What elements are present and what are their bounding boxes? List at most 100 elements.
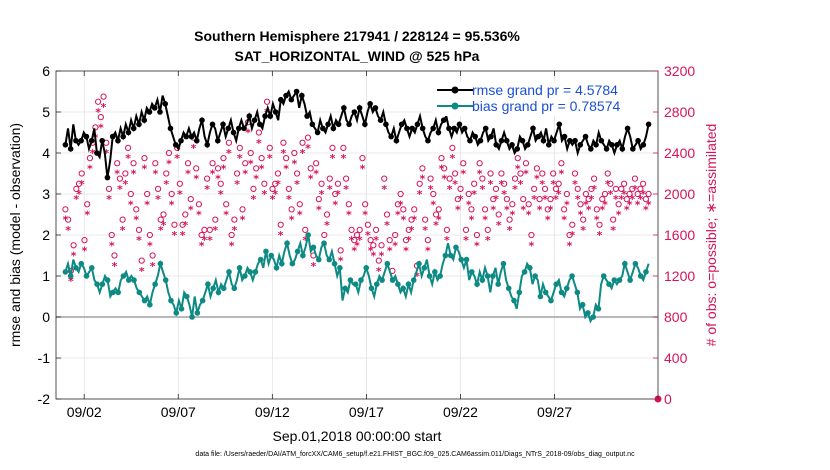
obs-assimilated-marker: * — [518, 178, 524, 191]
obs-assimilated-marker: * — [567, 239, 573, 252]
obs-assimilated-marker: * — [221, 162, 227, 175]
rmse-marker — [136, 121, 142, 128]
obs-assimilated-marker: * — [452, 178, 458, 191]
obs-assimilated-marker: * — [188, 203, 194, 216]
obs-possible-marker — [329, 144, 336, 151]
rmse-marker — [435, 129, 442, 136]
obs-assimilated-marker: * — [627, 198, 633, 211]
obs-possible-marker — [209, 160, 216, 167]
bias-series — [62, 232, 650, 324]
bias-marker — [585, 310, 591, 316]
bias-marker — [574, 289, 581, 296]
obs-assimilated-marker: * — [548, 203, 554, 216]
bias-marker — [442, 252, 449, 259]
obs-possible-marker — [220, 155, 227, 162]
obs-assimilated-marker: * — [327, 183, 333, 196]
rmse-marker — [577, 142, 584, 148]
rmse-marker — [545, 142, 552, 148]
rmse-marker — [598, 137, 605, 144]
obs-assimilated-marker: * — [357, 234, 363, 247]
y-right-tick-label: 2000 — [664, 186, 695, 202]
obs-assimilated-marker: * — [564, 198, 570, 211]
rmse-marker — [304, 113, 310, 119]
rmse-marker — [193, 137, 200, 144]
obs-possible-marker — [204, 175, 211, 182]
y-left-tick-label: -1 — [38, 350, 51, 366]
y-left-tick-label: 5 — [42, 104, 50, 120]
obs-possible-marker — [313, 160, 320, 167]
bias-marker — [268, 252, 275, 259]
rmse-marker — [551, 137, 557, 144]
bias-marker — [553, 281, 560, 288]
obs-assimilated-marker: * — [231, 224, 237, 237]
x-tick-label: 09/02 — [67, 404, 102, 420]
obs-possible-marker — [452, 170, 459, 177]
rmse-marker — [235, 125, 242, 132]
obs-possible-marker — [198, 231, 205, 239]
obs-possible-marker — [179, 221, 186, 228]
obs-assimilated-marker: * — [561, 214, 567, 227]
bias-marker — [83, 273, 90, 279]
bias-marker — [210, 285, 216, 292]
obs-possible-marker — [171, 221, 178, 228]
obs-assimilated-marker: * — [106, 193, 112, 206]
obs-possible-marker — [574, 185, 581, 192]
bias-marker — [389, 277, 396, 283]
obs-assimilated-marker: * — [591, 183, 597, 196]
obs-assimilated-marker: * — [463, 234, 469, 247]
rmse-marker — [351, 109, 358, 115]
bias-marker — [352, 281, 359, 288]
obs-assimilated-marker: * — [485, 234, 491, 247]
obs-possible-marker — [525, 201, 532, 208]
bias-marker — [310, 244, 317, 251]
obs-assimilated-marker: * — [531, 193, 537, 206]
obs-assimilated-marker: * — [180, 229, 186, 242]
obs-possible-marker — [511, 175, 519, 182]
obs-assimilated-marker: * — [351, 244, 357, 257]
obs-assimilated-marker: * — [545, 214, 551, 227]
obs-assimilated-marker: * — [501, 188, 507, 201]
obs-assimilated-marker: * — [302, 234, 308, 247]
bias-marker — [400, 285, 406, 292]
obs-possible-marker — [124, 144, 132, 151]
obs-assimilated-marker: * — [242, 168, 248, 181]
obs-assimilated-marker: * — [261, 188, 267, 201]
rmse-marker — [566, 137, 573, 144]
rmse-marker — [393, 137, 400, 144]
chart-title-line1: Southern Hemisphere 217941 / 228124 = 95… — [194, 28, 520, 44]
bias-marker — [168, 297, 174, 304]
obs-assimilated-marker: * — [444, 234, 450, 247]
obs-possible-marker — [473, 231, 481, 239]
x-axis-label: Sep.01,2018 00:00:00 start — [273, 428, 442, 444]
obs-assimilated-marker: * — [406, 234, 412, 247]
obs-assimilated-marker: * — [289, 214, 295, 227]
obs-possible-marker — [154, 185, 162, 192]
obs-possible-marker — [247, 149, 254, 157]
obs-possible-marker — [642, 196, 649, 203]
obs-assimilated-marker: * — [537, 203, 543, 216]
bias-marker — [490, 273, 496, 279]
y-right-tick-label: 3200 — [664, 63, 695, 79]
rmse-marker — [467, 137, 473, 144]
bias-marker — [579, 301, 586, 308]
bias-marker — [147, 301, 153, 308]
bias-marker — [104, 277, 111, 283]
obs-possible-marker — [130, 160, 137, 167]
obs-assimilated-marker: * — [158, 224, 164, 237]
obs-possible-marker — [536, 196, 543, 203]
obs-assimilated-marker: * — [395, 209, 401, 222]
rmse-marker — [398, 121, 405, 128]
x-tick-label: 09/07 — [161, 404, 196, 420]
obs-possible-marker — [618, 185, 625, 192]
x-tick-label: 09/27 — [537, 404, 572, 420]
obs-possible-marker — [465, 190, 472, 198]
obs-assimilated-marker: * — [400, 214, 406, 227]
obs-possible-marker — [487, 170, 494, 177]
obs-assimilated-marker: * — [553, 193, 559, 206]
y-right-tick-label: 400 — [664, 350, 688, 366]
obs-possible-marker — [293, 170, 301, 177]
obs-possible-marker — [133, 206, 140, 213]
rmse-marker — [330, 125, 337, 132]
bias-marker — [474, 281, 480, 288]
obs-possible-marker — [239, 206, 246, 213]
